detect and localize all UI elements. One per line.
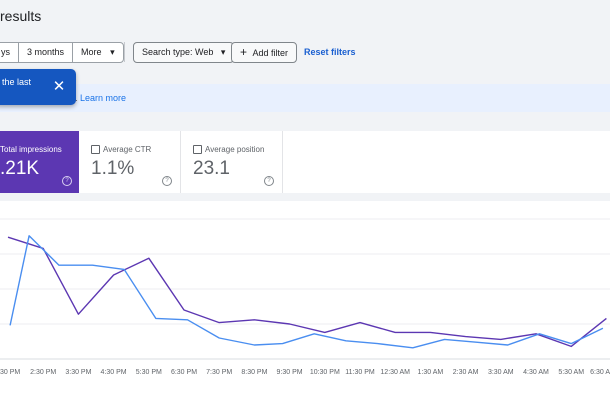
metric-label: Average CTR (103, 145, 152, 154)
x-tick-label: 5:30 AM (558, 369, 584, 376)
x-tick-label: 9:30 PM (277, 369, 303, 376)
tooltip-text: the last (2, 77, 32, 87)
toolbar-divider (124, 42, 125, 62)
x-tick-label: 3:30 PM (65, 369, 91, 376)
caret-down-icon: ▾ (110, 47, 115, 57)
metric-card-average-position[interactable]: Average position 23.1 ? (181, 131, 283, 193)
x-tick-label: 12:30 AM (380, 369, 410, 376)
search-type-label: Search type: Web (142, 47, 214, 57)
performance-chart: 30 PM 2:30 PM 3:30 PM 4:30 PM 5:30 PM 6:30 PM… (0, 201, 610, 400)
onboarding-tooltip: the last ✕ (0, 69, 76, 105)
metric-label: Total impressions (0, 145, 62, 154)
x-tick-label: 11:30 PM (345, 369, 375, 376)
plus-icon: + (240, 45, 248, 59)
metric-card-total-impressions[interactable]: Total impressions .21K ? (0, 131, 79, 193)
x-tick-label: 3:30 AM (488, 369, 514, 376)
metric-value: 1.1% (91, 158, 135, 179)
x-tick-label: 6:30 PM (171, 369, 197, 376)
x-tick-label: 8:30 PM (241, 369, 267, 376)
more-label: More (81, 47, 102, 57)
add-filter-label: Add filter (252, 48, 289, 58)
help-circle-icon[interactable]: ? (264, 176, 274, 186)
date-range-segmented-control: ys 3 months More ▾ (0, 42, 124, 63)
x-tick-label: 30 PM (0, 369, 20, 376)
metric-label: Average position (205, 145, 265, 154)
close-icon[interactable]: ✕ (52, 78, 66, 95)
metric-card-average-ctr[interactable]: Average CTR 1.1% ? (79, 131, 181, 193)
x-tick-label: 4:30 PM (101, 369, 127, 376)
metric-cards: Total impressions .21K ? Average CTR 1.1… (0, 131, 610, 193)
x-tick-label: 7:30 PM (206, 369, 232, 376)
series-line-1 (9, 235, 604, 349)
reset-filters-link[interactable]: Reset filters (304, 47, 356, 57)
line-chart-svg: 30 PM 2:30 PM 3:30 PM 4:30 PM 5:30 PM 6:30 PM… (0, 218, 610, 376)
checkbox-icon[interactable] (193, 145, 202, 154)
x-tick-label: 5:30 PM (136, 369, 162, 376)
learn-more-link[interactable]: Learn more (80, 93, 127, 103)
page-title: results (0, 8, 42, 24)
add-filter-button[interactable]: + Add filter (231, 42, 298, 63)
filter-toolbar: ys 3 months More ▾ Search type: Web ▾ + … (0, 42, 610, 63)
info-banner-text: e. Learn more (70, 93, 126, 103)
series-line-0 (7, 236, 607, 348)
date-range-option[interactable]: ys (0, 43, 19, 62)
info-banner: e. Learn more (0, 84, 610, 112)
search-type-button[interactable]: Search type: Web ▾ (133, 42, 235, 63)
x-tick-label: 1:30 AM (418, 369, 444, 376)
x-tick-label: 6:30 A (590, 369, 610, 376)
help-circle-icon[interactable]: ? (62, 176, 72, 186)
checkbox-icon[interactable] (91, 145, 100, 154)
date-range-3-months[interactable]: 3 months (19, 43, 74, 62)
x-tick-label: 10:30 PM (310, 369, 340, 376)
date-range-more[interactable]: More ▾ (73, 43, 123, 62)
caret-down-icon: ▾ (220, 47, 226, 57)
x-tick-label: 2:30 AM (453, 369, 479, 376)
metric-value: 23.1 (193, 158, 230, 179)
x-tick-label: 4:30 AM (523, 369, 549, 376)
metric-value: .21K (0, 158, 40, 179)
help-circle-icon[interactable]: ? (162, 176, 172, 186)
page-header: results (0, 0, 610, 33)
x-tick-label: 2:30 PM (30, 369, 56, 376)
